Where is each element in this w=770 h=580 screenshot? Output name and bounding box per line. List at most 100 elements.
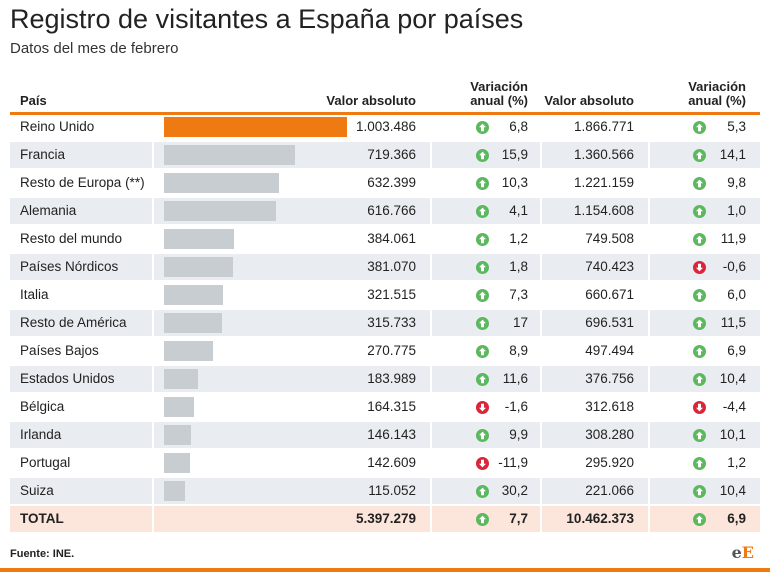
annual-variation-1: 17 xyxy=(512,315,528,330)
country-label: Estados Unidos xyxy=(20,371,115,386)
arrow-up-icon xyxy=(693,429,706,442)
arrow-up-icon xyxy=(476,345,489,358)
row-background xyxy=(10,422,152,448)
row-background xyxy=(154,478,430,504)
absolute-value-2: 1.154.608 xyxy=(573,203,634,218)
annual-variation-1: 7,7 xyxy=(509,511,528,526)
absolute-value-2: 660.671 xyxy=(585,287,634,302)
row-background xyxy=(154,506,430,532)
absolute-value-1: 321.515 xyxy=(367,287,416,302)
country-label: Bélgica xyxy=(20,399,65,414)
annual-variation-2: 10,1 xyxy=(719,427,746,442)
table-row: Estados Unidos 183.989 11,6 376.756 10,4 xyxy=(10,366,760,392)
arrow-down-icon xyxy=(476,457,489,470)
value-bar xyxy=(164,341,213,361)
annual-variation-1: 7,3 xyxy=(509,287,528,302)
header-var1-line2: anual (%) xyxy=(470,93,528,108)
value-bar xyxy=(164,481,185,501)
absolute-value-1: 632.399 xyxy=(367,175,416,190)
value-bar xyxy=(164,425,191,445)
absolute-value-2: 696.531 xyxy=(585,315,634,330)
absolute-value-1: 5.397.279 xyxy=(355,511,416,526)
arrow-up-icon xyxy=(476,177,489,190)
arrow-up-icon xyxy=(476,261,489,274)
annual-variation-2: 5,3 xyxy=(727,119,746,134)
value-bar xyxy=(164,285,223,305)
table-header: País Valor absoluto Variación anual (%) … xyxy=(10,76,760,115)
arrow-up-icon xyxy=(693,121,706,134)
arrow-up-icon xyxy=(693,289,706,302)
total-row: TOTAL 5.397.279 7,7 10.462.373 6,9 xyxy=(10,506,760,532)
absolute-value-2: 1.866.771 xyxy=(573,119,634,134)
annual-variation-2: -0,6 xyxy=(722,259,746,274)
arrow-up-icon xyxy=(476,121,489,134)
absolute-value-2: 221.066 xyxy=(585,483,634,498)
arrow-up-icon xyxy=(476,317,489,330)
country-label: Reino Unido xyxy=(20,119,95,134)
table-row: Italia 321.515 7,3 660.671 6,0 xyxy=(10,282,760,308)
annual-variation-2: 1,0 xyxy=(727,203,746,218)
row-background xyxy=(542,506,648,532)
value-bar xyxy=(164,453,190,473)
arrow-up-icon xyxy=(693,233,706,246)
annual-variation-1: 9,9 xyxy=(509,427,528,442)
country-label: Resto del mundo xyxy=(20,231,123,246)
row-background xyxy=(542,254,648,280)
annual-variation-2: 1,2 xyxy=(727,455,746,470)
header-var2-line2: anual (%) xyxy=(688,93,746,108)
header-var1-line1: Variación xyxy=(470,79,528,94)
brand-logo: eE xyxy=(732,543,754,562)
header-var1: Variación anual (%) xyxy=(440,80,528,108)
country-label: Francia xyxy=(20,147,66,162)
row-background xyxy=(10,506,152,532)
table-row: Países Nórdicos 381.070 1,8 740.423 -0,6 xyxy=(10,254,760,280)
absolute-value-1: 142.609 xyxy=(367,455,416,470)
annual-variation-2: -4,4 xyxy=(722,399,746,414)
table-row: Portugal 142.609 -11,9 295.920 1,2 xyxy=(10,450,760,476)
country-label: Resto de Europa (**) xyxy=(20,175,145,190)
row-background xyxy=(542,142,648,168)
annual-variation-1: 15,9 xyxy=(501,147,528,162)
row-background xyxy=(542,366,648,392)
arrow-up-icon xyxy=(693,345,706,358)
absolute-value-2: 312.618 xyxy=(585,399,634,414)
arrow-up-icon xyxy=(476,373,489,386)
country-label: Irlanda xyxy=(20,427,62,442)
row-background xyxy=(10,310,152,336)
value-bar xyxy=(164,369,198,389)
arrow-up-icon xyxy=(476,289,489,302)
row-background xyxy=(542,310,648,336)
arrow-up-icon xyxy=(693,317,706,330)
value-bar xyxy=(164,229,234,249)
absolute-value-1: 270.775 xyxy=(367,343,416,358)
table-row: Francia 719.366 15,9 1.360.566 14,1 xyxy=(10,142,760,168)
logo-E: E xyxy=(741,543,754,562)
annual-variation-1: 8,9 xyxy=(509,343,528,358)
value-bar xyxy=(164,145,295,165)
table-row: Países Bajos 270.775 8,9 497.494 6,9 xyxy=(10,338,760,364)
table-row: Irlanda 146.143 9,9 308.280 10,1 xyxy=(10,422,760,448)
row-background xyxy=(154,422,430,448)
annual-variation-2: 11,5 xyxy=(720,315,746,330)
country-label: Países Nórdicos xyxy=(20,259,119,274)
annual-variation-2: 10,4 xyxy=(719,371,746,386)
absolute-value-2: 1.360.566 xyxy=(573,147,634,162)
table-row: Suiza 115.052 30,2 221.066 10,4 xyxy=(10,478,760,504)
country-label: Suiza xyxy=(20,483,54,498)
annual-variation-2: 10,4 xyxy=(719,483,746,498)
chart-subtitle: Datos del mes de febrero xyxy=(10,40,179,57)
annual-variation-1: 6,8 xyxy=(509,119,528,134)
arrow-up-icon xyxy=(476,485,489,498)
arrow-up-icon xyxy=(476,513,489,526)
table-row: Resto de Europa (**) 632.399 10,3 1.221.159… xyxy=(10,170,760,196)
arrow-up-icon xyxy=(476,429,489,442)
arrow-up-icon xyxy=(693,513,706,526)
annual-variation-1: 1,8 xyxy=(509,259,528,274)
absolute-value-1: 315.733 xyxy=(367,315,416,330)
annual-variation-2: 6,9 xyxy=(727,511,746,526)
value-bar xyxy=(164,313,222,333)
absolute-value-1: 183.989 xyxy=(367,371,416,386)
annual-variation-2: 6,9 xyxy=(727,343,746,358)
absolute-value-1: 1.003.486 xyxy=(355,119,416,134)
arrow-up-icon xyxy=(476,149,489,162)
